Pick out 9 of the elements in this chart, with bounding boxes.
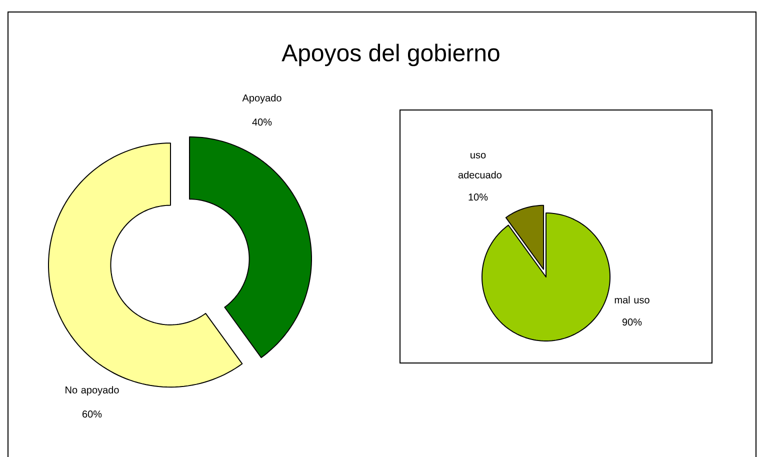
text: Apoyos del gobierno: [282, 44, 500, 66]
category-label: uso adecuado: [458, 152, 502, 178]
slice-label: No apoyado: [66, 386, 119, 396]
slice-label: Apoyado: [242, 94, 282, 104]
data-label: 60%: [82, 410, 102, 418]
slice-label: mal uso: [614, 296, 650, 304]
data-label: 10%: [468, 193, 488, 200]
data-label: 40%: [252, 118, 272, 126]
data-label: 90%: [622, 318, 642, 326]
